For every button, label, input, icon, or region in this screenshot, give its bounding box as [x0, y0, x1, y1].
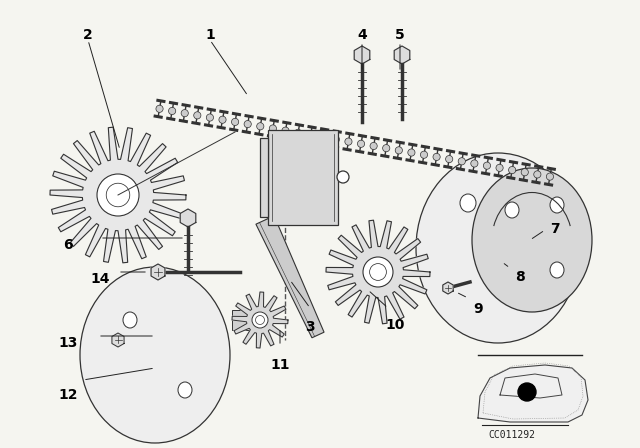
Ellipse shape: [416, 153, 580, 343]
Circle shape: [547, 173, 554, 180]
Ellipse shape: [530, 189, 546, 207]
Text: 6: 6: [63, 238, 73, 252]
Circle shape: [534, 171, 541, 178]
Circle shape: [483, 162, 491, 169]
Circle shape: [97, 174, 139, 216]
Circle shape: [255, 315, 264, 324]
Text: 8: 8: [515, 270, 525, 284]
Circle shape: [106, 183, 130, 207]
Circle shape: [396, 147, 403, 154]
Circle shape: [219, 116, 226, 123]
Polygon shape: [443, 282, 453, 294]
Text: 13: 13: [58, 336, 77, 350]
Polygon shape: [151, 264, 165, 280]
Circle shape: [521, 168, 529, 176]
Text: 11: 11: [270, 358, 290, 372]
Bar: [268, 130, 338, 225]
Circle shape: [370, 142, 377, 150]
Ellipse shape: [550, 262, 564, 278]
Circle shape: [232, 118, 239, 125]
Circle shape: [357, 140, 365, 147]
Circle shape: [332, 136, 339, 143]
Circle shape: [206, 114, 214, 121]
Polygon shape: [112, 333, 124, 347]
Circle shape: [156, 105, 163, 112]
Circle shape: [458, 158, 465, 165]
Text: 2: 2: [83, 28, 93, 42]
Ellipse shape: [123, 312, 137, 328]
Circle shape: [294, 129, 301, 137]
Polygon shape: [180, 209, 196, 227]
Circle shape: [383, 145, 390, 152]
Text: 14: 14: [90, 272, 109, 286]
Ellipse shape: [460, 194, 476, 212]
Circle shape: [252, 312, 268, 328]
Circle shape: [244, 121, 252, 128]
Polygon shape: [354, 46, 370, 64]
Circle shape: [518, 383, 536, 401]
Polygon shape: [478, 365, 588, 422]
Text: 7: 7: [550, 222, 560, 236]
Ellipse shape: [178, 382, 192, 398]
Ellipse shape: [80, 267, 230, 443]
Polygon shape: [50, 127, 186, 263]
Circle shape: [345, 138, 352, 145]
Circle shape: [420, 151, 428, 158]
Bar: [232, 310, 260, 330]
Ellipse shape: [505, 202, 519, 218]
Circle shape: [509, 167, 516, 174]
Circle shape: [257, 123, 264, 130]
Circle shape: [194, 112, 201, 119]
Ellipse shape: [472, 168, 592, 312]
Circle shape: [307, 131, 314, 138]
Circle shape: [181, 110, 188, 117]
Circle shape: [363, 257, 393, 287]
Circle shape: [337, 171, 349, 183]
Text: 12: 12: [58, 388, 77, 402]
Text: 9: 9: [473, 302, 483, 316]
Circle shape: [282, 127, 289, 134]
Circle shape: [408, 149, 415, 156]
Text: 4: 4: [357, 28, 367, 42]
Circle shape: [471, 160, 478, 167]
Circle shape: [269, 125, 276, 132]
Text: 3: 3: [305, 320, 315, 334]
Text: CC011292: CC011292: [488, 430, 535, 440]
Polygon shape: [256, 216, 324, 338]
Circle shape: [433, 153, 440, 160]
Polygon shape: [326, 220, 430, 324]
Circle shape: [319, 134, 327, 141]
Circle shape: [168, 108, 176, 115]
Circle shape: [496, 164, 503, 172]
Ellipse shape: [550, 197, 564, 213]
Polygon shape: [232, 292, 288, 348]
Text: 10: 10: [385, 318, 404, 332]
Text: 5: 5: [395, 28, 405, 42]
Circle shape: [370, 263, 387, 280]
Polygon shape: [394, 46, 410, 64]
Circle shape: [445, 155, 452, 163]
Polygon shape: [260, 138, 268, 217]
Text: 1: 1: [205, 28, 215, 42]
